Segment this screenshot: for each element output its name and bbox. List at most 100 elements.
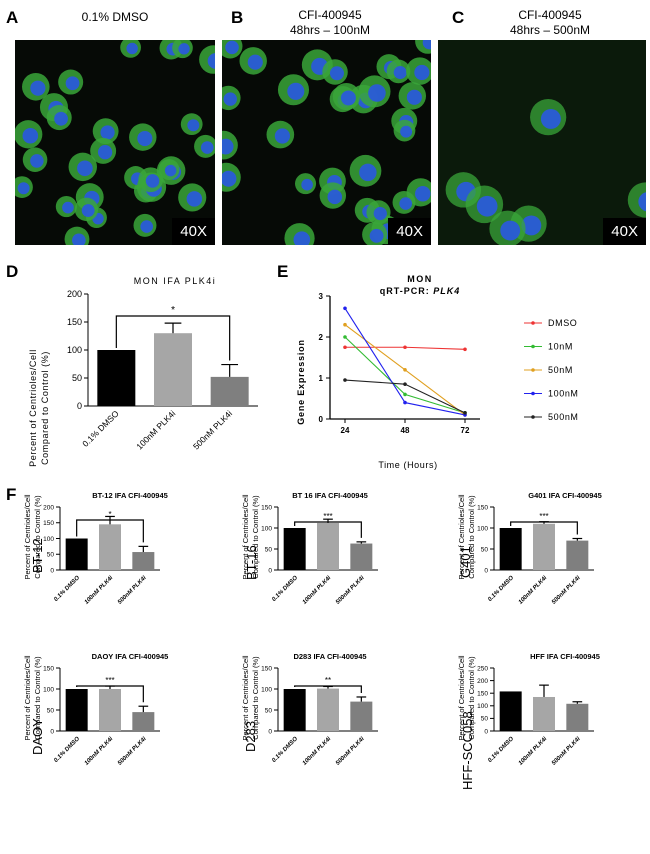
- cell-nucleus: [207, 53, 215, 69]
- chart-title-line2: qRT-PCR: PLK4: [380, 286, 461, 296]
- bar: [533, 523, 555, 570]
- data-point: [403, 368, 407, 372]
- bar: [499, 691, 522, 731]
- cell-nucleus: [247, 54, 263, 70]
- cell-nucleus: [373, 206, 387, 221]
- panel-letter-c: C: [452, 8, 465, 27]
- cell-nucleus: [301, 178, 313, 191]
- cell-nucleus: [414, 64, 430, 81]
- y-axis-label: Percent of Centrioles/Cell Compared to Co…: [241, 655, 260, 740]
- cell-nucleus: [30, 154, 44, 168]
- category-label: 100nM PLK4i: [302, 736, 333, 767]
- category-label: 500nM PLK4i: [191, 408, 234, 451]
- y-tick-label: 0: [268, 567, 272, 574]
- micrograph-dmso-image: [15, 40, 215, 245]
- legend-swatch-marker: [531, 368, 535, 372]
- micrograph-title-a: 0.1% DMSO: [81, 10, 149, 24]
- y-axis-label-line1: Percent of Centrioles/Cell: [23, 655, 32, 740]
- category-label: 100nM PLK4i: [518, 575, 549, 606]
- cell-nucleus: [222, 170, 237, 187]
- panel-letter-a: A: [6, 8, 19, 27]
- y-axis-label-line1: Percent of Centrioles/Cell: [28, 349, 38, 467]
- micrograph-title-b: CFI-400945 48hrs – 100nM: [289, 8, 371, 37]
- y-tick-label: 200: [43, 504, 54, 511]
- cell-nucleus: [65, 76, 80, 91]
- y-tick-label: 100: [477, 525, 488, 532]
- bar: [533, 696, 555, 731]
- y-axis-label-line2: Compared to Control (%): [33, 656, 42, 740]
- chart-title: BT-12 IFA CFI-400945: [92, 491, 168, 500]
- category-label: 0.1% DMSO: [271, 575, 299, 603]
- y-axis-label: Percent of Centrioles/Cell Compared to Co…: [23, 494, 42, 579]
- y-tick-label: 50: [72, 373, 82, 383]
- panel-f-charts: BT-12 IFA CFI-400945 Percent of Centriole…: [23, 491, 602, 767]
- chart-title: G401 IFA CFI-400945: [528, 491, 602, 500]
- micrograph-500nm: 40X: [438, 40, 646, 245]
- small-bar-chart: BT 16 IFA CFI-400945 Percent of Centriole…: [241, 491, 378, 606]
- y-axis-label-line2: Compared to Control (%): [467, 495, 476, 579]
- bar: [132, 552, 155, 570]
- small-bar-chart: G401 IFA CFI-400945 Percent of Centrioles…: [457, 491, 602, 606]
- category-label: 100nM PLK4i: [302, 575, 333, 606]
- legend-swatch-marker: [531, 321, 535, 325]
- y-tick-label: 0: [484, 567, 488, 574]
- data-point: [403, 400, 407, 405]
- cell-nucleus: [327, 189, 343, 205]
- legend-label: 50nM: [548, 365, 573, 375]
- cell-nucleus: [54, 111, 68, 126]
- cell-nucleus: [187, 119, 200, 132]
- category-label: 500nM PLK4i: [335, 575, 366, 606]
- cell-nucleus: [476, 195, 498, 217]
- y-tick-label: 150: [43, 520, 54, 527]
- y-tick-label: 100: [477, 703, 488, 710]
- cell-nucleus: [359, 163, 377, 182]
- micrograph-100nm-image: [222, 40, 431, 245]
- chart-title: MON IFA PLK4i: [134, 276, 217, 286]
- significance-marker: ***: [105, 676, 114, 685]
- bar: [350, 701, 373, 731]
- legend-swatch-marker: [531, 344, 535, 349]
- category-label: 0.1% DMSO: [271, 736, 299, 764]
- y-tick-label: 250: [477, 665, 488, 672]
- cell-nucleus: [30, 80, 46, 96]
- cell-nucleus: [222, 138, 234, 155]
- legend-label: DMSO: [548, 318, 577, 328]
- bar: [132, 712, 155, 731]
- y-tick-label: 0: [50, 567, 54, 574]
- data-point: [343, 306, 347, 311]
- x-axis-label: Time (Hours): [378, 460, 437, 470]
- chart-title: BT 16 IFA CFI-400945: [292, 491, 368, 500]
- y-tick-label: 150: [67, 317, 82, 327]
- cell-nucleus: [200, 141, 214, 154]
- cell-nucleus: [287, 82, 305, 100]
- cell-nucleus: [368, 84, 386, 102]
- data-point: [403, 345, 407, 350]
- cell-nucleus: [638, 192, 646, 212]
- data-point: [343, 322, 347, 327]
- chart-title: D283 IFA CFI-400945: [293, 652, 366, 661]
- y-tick-label: 1: [319, 374, 324, 383]
- y-axis-label-line1: Percent of Centrioles/Cell: [457, 494, 466, 579]
- chart-mon-qrtpcr: MON qRT-PCR: PLK4 Gene Expression Time (…: [296, 274, 578, 470]
- y-tick-label: 100: [43, 686, 54, 693]
- y-axis-label: Percent of Centrioles/Cell Compared to Co…: [457, 494, 476, 579]
- y-axis-label: Percent of Centrioles/Cell Compared to Co…: [23, 655, 42, 740]
- small-bar-chart: HFF IFA CFI-400945 Percent of Centrioles/…: [457, 652, 600, 767]
- cell-nucleus: [126, 42, 138, 55]
- y-axis-label-line1: Percent of Centrioles/Cell: [457, 655, 466, 740]
- cell-nucleus: [406, 89, 422, 105]
- data-point: [463, 411, 467, 415]
- cell-nucleus: [81, 204, 95, 217]
- data-point: [463, 347, 467, 352]
- y-axis-label: Percent of Centrioles/Cell Compared to Co…: [457, 655, 476, 740]
- y-tick-label: 50: [481, 716, 489, 723]
- bar: [283, 528, 306, 570]
- panel-letter-b: B: [231, 8, 244, 27]
- significance-bracket: [510, 521, 578, 535]
- bar: [65, 538, 88, 570]
- cell-nucleus: [178, 43, 190, 55]
- cell-nucleus: [340, 90, 356, 106]
- y-tick-label: 50: [265, 546, 273, 553]
- bar: [210, 376, 249, 406]
- y-axis-label-line2: Compared to Control (%): [467, 656, 476, 740]
